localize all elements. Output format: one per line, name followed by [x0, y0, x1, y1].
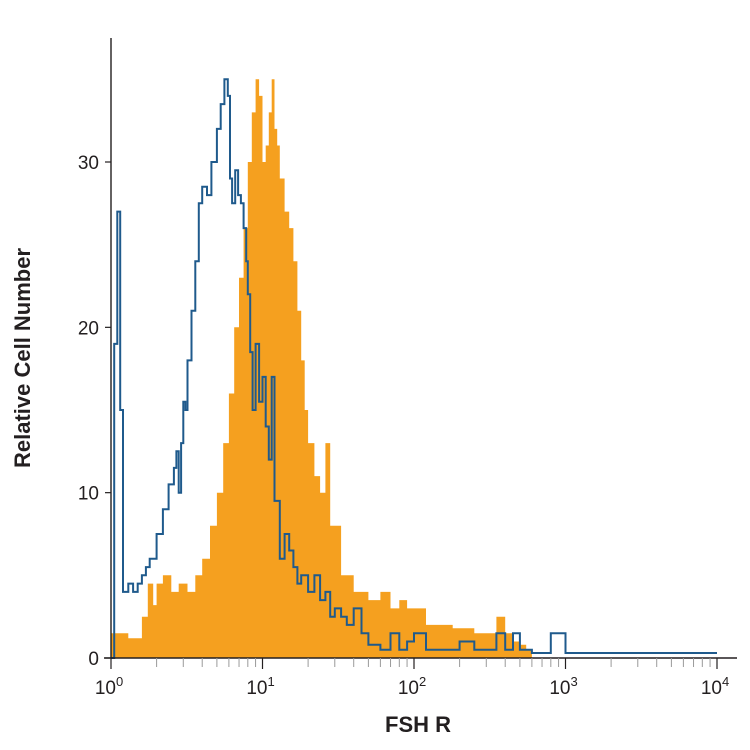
axes-layer [104, 38, 737, 659]
x-tick-label: 104 [701, 674, 729, 699]
y-tick-label: 30 [78, 153, 99, 174]
x-tick-label: 102 [398, 674, 426, 699]
x-axis-title: FSH R [385, 712, 451, 737]
x-tick-label: 100 [95, 674, 123, 699]
y-tick-label: 10 [78, 484, 99, 505]
y-tick-label: 0 [88, 649, 99, 670]
series-layer [111, 78, 717, 659]
x-tick-label: 101 [246, 674, 274, 699]
series-filled-histogram [111, 79, 532, 659]
y-axis-title: Relative Cell Number [10, 248, 35, 469]
x-tick-label: 103 [549, 674, 577, 699]
y-tick-label: 20 [78, 318, 99, 339]
series-outline-histogram [111, 78, 717, 659]
